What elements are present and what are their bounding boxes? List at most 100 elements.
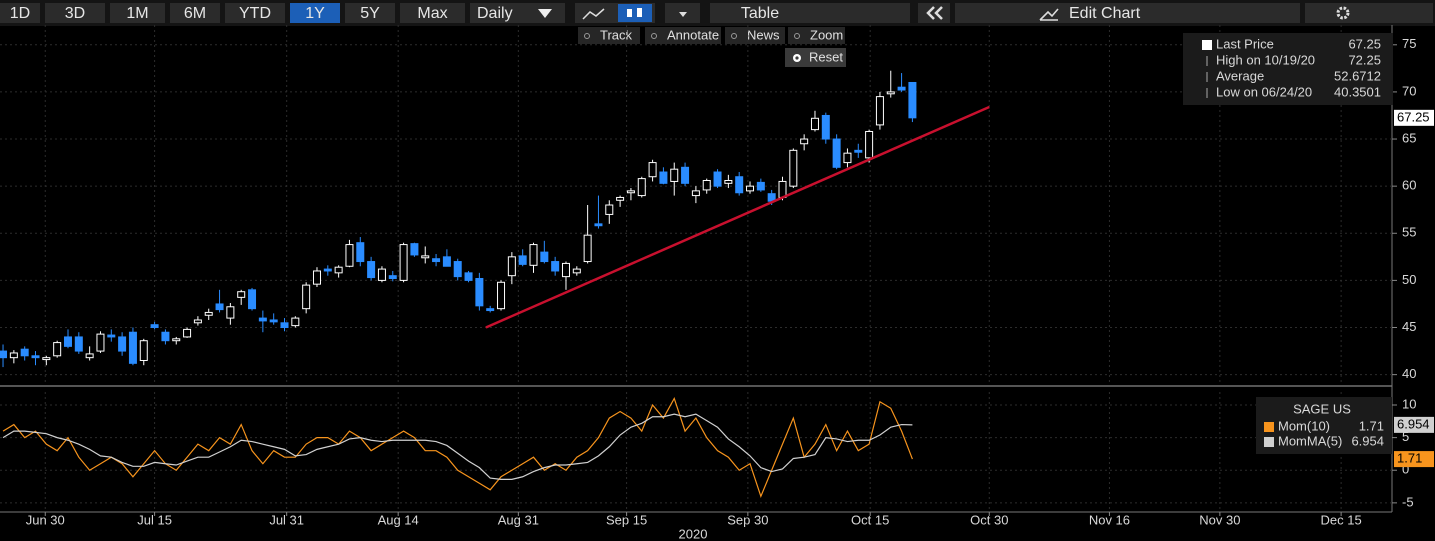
candle-body <box>453 261 462 278</box>
legend-value: 72.25 <box>1348 52 1381 67</box>
candle-body <box>540 251 549 263</box>
candle-body <box>161 331 170 342</box>
y-tick-label: 10 <box>1402 396 1416 411</box>
series-line <box>2 396 913 499</box>
candle-body <box>107 334 116 338</box>
candle-body <box>497 281 506 310</box>
x-tick-label: Jul 15 <box>137 512 172 527</box>
candle-body <box>280 322 289 329</box>
period-button[interactable] <box>470 3 565 23</box>
candle-body <box>9 352 18 359</box>
range-button[interactable] <box>345 3 395 23</box>
candle-body <box>226 306 235 319</box>
candle-body <box>204 311 213 316</box>
range-label: 1Y <box>305 5 325 22</box>
tool-button[interactable] <box>725 27 785 44</box>
candle-body <box>875 96 884 126</box>
candle-body <box>269 319 278 323</box>
candle-body <box>594 223 603 227</box>
candle-body <box>193 319 202 324</box>
candle-body <box>529 244 538 266</box>
range-button[interactable] <box>110 3 165 23</box>
range-button[interactable] <box>225 3 285 23</box>
x-tick-label: Dec 15 <box>1321 512 1362 527</box>
range-button[interactable] <box>45 3 105 23</box>
y-tick-label: 70 <box>1402 83 1416 98</box>
table-button[interactable] <box>710 3 910 23</box>
candle-body <box>800 138 809 145</box>
tool-button[interactable] <box>645 27 721 44</box>
x-tick-label: Jun 30 <box>26 512 65 527</box>
range-label: 3D <box>65 5 85 22</box>
candle-body <box>561 262 570 278</box>
candle-body <box>605 204 614 215</box>
candle-body <box>670 168 679 182</box>
candle-body <box>215 303 224 311</box>
settings-button[interactable] <box>1305 3 1433 23</box>
reset-icon <box>795 56 799 60</box>
y-tick-label: 50 <box>1402 272 1416 287</box>
candle-body <box>128 331 137 364</box>
trendline <box>485 105 990 329</box>
legend-value: 67.25 <box>1348 36 1381 51</box>
candle-body <box>432 258 441 263</box>
range-button[interactable] <box>170 3 220 23</box>
legend-value: 1.71 <box>1359 418 1384 433</box>
x-tick-label: Sep 15 <box>606 512 647 527</box>
tool-icon <box>651 33 657 39</box>
x-tick-label: Oct 30 <box>970 512 1008 527</box>
line-icon <box>582 8 605 20</box>
x-axis-label: 2020 <box>679 526 708 541</box>
candle-body <box>648 162 657 178</box>
x-tick-label: Nov 16 <box>1089 512 1130 527</box>
y-tick-label: 60 <box>1402 178 1416 193</box>
candle-body <box>42 357 51 361</box>
range-label: Max <box>417 5 447 22</box>
dropdown-arrow <box>679 12 687 17</box>
candle-body <box>118 336 127 352</box>
candle-body <box>583 234 592 263</box>
candle-body <box>421 255 430 259</box>
legend-value: 6.954 <box>1351 433 1384 448</box>
x-tick-label: Aug 31 <box>498 512 539 527</box>
legend-swatch <box>1264 422 1274 432</box>
range-button[interactable] <box>0 3 40 23</box>
series-line <box>2 413 913 480</box>
candle-body <box>183 328 192 338</box>
edit-icon <box>1039 8 1059 21</box>
candle-body <box>323 268 332 272</box>
candle-icon-bg[interactable] <box>618 4 652 22</box>
reset-label: Reset <box>809 49 843 64</box>
legend-value: 52.6712 <box>1334 68 1381 83</box>
reset-button[interactable] <box>785 48 846 67</box>
candle-body <box>551 261 560 272</box>
tool-label: Annotate <box>667 27 719 42</box>
candle-body <box>302 284 311 310</box>
tool-label: Track <box>600 27 633 42</box>
candle-body <box>399 244 408 281</box>
candle-body <box>713 171 722 187</box>
range-button[interactable] <box>400 3 465 23</box>
collapse-icon <box>934 6 943 20</box>
candle-body <box>854 149 863 153</box>
candle-body <box>74 336 83 352</box>
tool-icon <box>731 33 737 39</box>
candle-body <box>258 317 267 322</box>
candle-body <box>789 149 798 187</box>
range-button[interactable] <box>290 3 340 23</box>
gear-icon <box>1336 6 1350 20</box>
candle-body <box>908 81 917 119</box>
tool-button[interactable] <box>578 27 640 44</box>
candle-body <box>756 181 765 191</box>
candle-body <box>150 324 159 329</box>
edit-label: Edit Chart <box>1069 5 1141 22</box>
last-price-tag <box>1394 109 1434 126</box>
candle-body <box>507 256 516 277</box>
candle-body <box>96 333 105 352</box>
candle-body <box>702 179 711 191</box>
tool-button[interactable] <box>788 27 845 44</box>
range-label: 1M <box>126 5 148 22</box>
collapse-button[interactable] <box>918 3 950 23</box>
candle-body <box>63 336 72 347</box>
